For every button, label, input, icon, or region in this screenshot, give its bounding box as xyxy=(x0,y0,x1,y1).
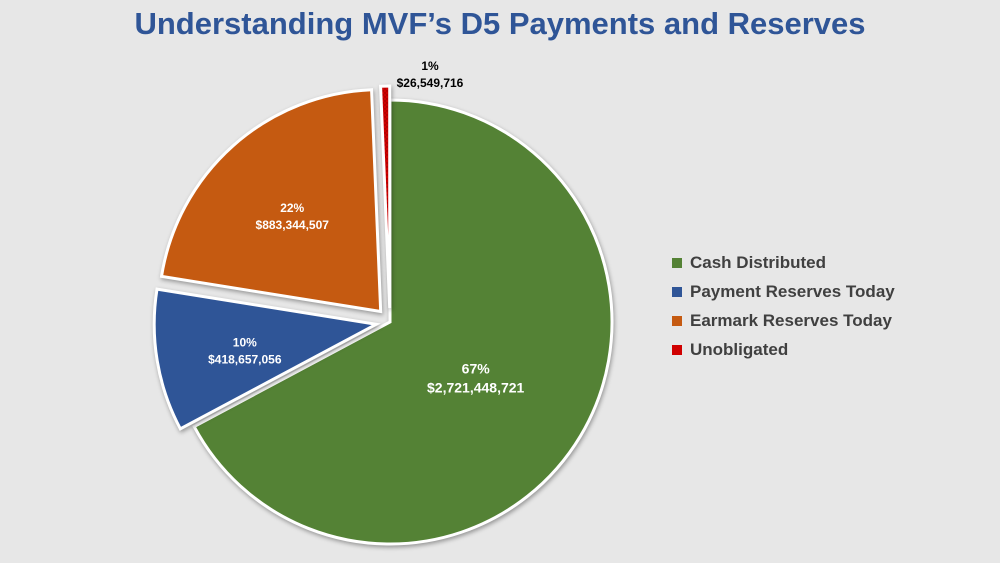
legend-item-unobligated: Unobligated xyxy=(672,335,895,364)
legend-swatch xyxy=(672,257,682,268)
data-label-percent-cash-distributed: 67% xyxy=(462,360,491,376)
legend-item-payment-reserves: Payment Reserves Today xyxy=(672,277,895,306)
pie-slice-earmark-reserves xyxy=(159,88,383,314)
legend-label: Unobligated xyxy=(690,339,789,359)
pie-slice-payment-reserves xyxy=(152,287,381,431)
data-label-percent-payment-reserves: 10% xyxy=(233,335,257,349)
data-label-value-payment-reserves: $418,657,056 xyxy=(208,352,282,366)
pie-slice-cash-distributed xyxy=(192,98,614,546)
data-label-value-unobligated: $26,549,716 xyxy=(397,76,464,90)
legend-label: Payment Reserves Today xyxy=(690,281,895,301)
legend-label: Earmark Reserves Today xyxy=(690,310,892,330)
data-label-percent-unobligated: 1% xyxy=(421,59,439,73)
data-label-percent-earmark-reserves: 22% xyxy=(280,201,304,215)
legend-item-cash-distributed: Cash Distributed xyxy=(672,248,895,277)
pie-slice-unobligated xyxy=(379,84,392,309)
legend-swatch xyxy=(672,315,682,326)
chart-legend: Cash Distributed Payment Reserves Today … xyxy=(672,248,895,364)
chart-title: Understanding MVF’s D5 Payments and Rese… xyxy=(134,6,866,41)
legend-swatch xyxy=(672,344,682,355)
data-label-value-cash-distributed: $2,721,448,721 xyxy=(427,379,525,395)
legend-item-earmark-reserves: Earmark Reserves Today xyxy=(672,306,895,335)
legend-label: Cash Distributed xyxy=(690,252,827,272)
legend-swatch xyxy=(672,286,682,297)
data-label-value-earmark-reserves: $883,344,507 xyxy=(256,218,330,232)
